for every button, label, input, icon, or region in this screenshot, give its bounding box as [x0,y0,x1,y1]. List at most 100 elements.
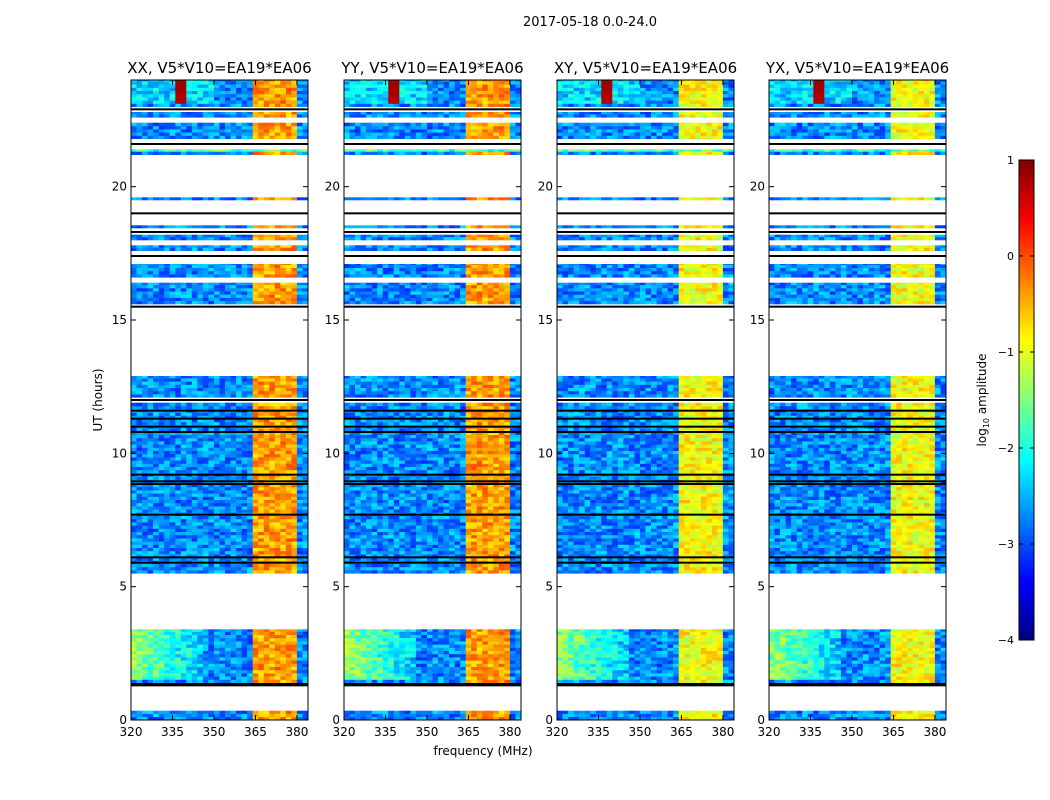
heatmap-cell [153,236,159,241]
heatmap-cell [285,666,292,671]
heatmap-cell [136,710,143,714]
heatmap-cell [252,288,259,292]
heatmap-cell [191,669,198,674]
heatmap-cell [153,673,159,677]
heatmap-cell [175,550,182,555]
heatmap-cell [269,431,276,435]
heatmap-cell [454,566,461,571]
heatmap-cell [355,676,361,680]
heatmap-cell [482,669,489,674]
heatmap-cell [443,653,450,658]
heatmap-cell [263,499,270,504]
heatmap-cell [158,483,165,488]
heatmap-cell [432,538,439,542]
heatmap-cell [274,291,281,295]
heatmap-cell [504,647,511,651]
heatmap-cell [263,149,270,152]
heatmap-cell [421,522,428,526]
heatmap-cell [219,493,226,497]
heatmap-cell [180,264,187,265]
heatmap-cell [142,284,148,289]
heatmap-cell [393,518,400,523]
heatmap-cell [482,644,489,648]
heatmap-cell [147,541,154,545]
heatmap-cell [164,100,170,104]
heatmap-cell [225,538,231,542]
heatmap-cell [438,570,444,574]
heatmap-cell [208,245,215,248]
heatmap-cell [291,291,298,295]
heatmap-cell [180,122,187,127]
heatmap-cell [186,402,193,407]
heatmap-cell [302,384,309,388]
heatmap-cell [164,291,170,295]
heatmap-cell [302,81,309,85]
heatmap-cell [202,528,209,532]
heatmap-cell [302,496,309,500]
heatmap-cell [410,653,417,658]
heatmap-cell [291,647,298,651]
heatmap-cell [291,135,298,139]
heatmap-cell [371,644,378,648]
heatmap-cell [153,490,159,494]
heatmap-cell [493,534,500,539]
heatmap-cell [131,547,137,552]
heatmap-cell [269,84,276,88]
heatmap-cell [443,550,450,555]
heatmap-cell [147,282,154,286]
heatmap-cell [274,431,281,435]
heatmap-cell [175,653,182,658]
heatmap-cell [219,525,226,529]
heatmap-cell [476,716,483,721]
heatmap-cell [465,653,472,658]
heatmap-cell [169,490,176,494]
heatmap-cell [219,641,226,645]
heatmap-cell [454,634,461,639]
heatmap-cell [175,437,182,442]
heatmap-cell [291,270,298,275]
heatmap-cell [302,486,309,491]
heatmap-cell [230,453,237,458]
heatmap-cell [247,390,253,395]
heatmap-cell [382,634,389,639]
heatmap-cell [438,518,444,523]
heatmap-cell [460,666,466,671]
heatmap-cell [180,676,187,680]
heatmap-cell [443,534,450,539]
heatmap-cell [191,490,198,494]
heatmap-cell [202,135,209,139]
heatmap-cell [202,441,209,445]
heatmap-cell [236,650,242,655]
heatmap-cell [175,100,182,104]
heatmap-cell [191,554,198,558]
heatmap-cell [175,450,182,455]
heatmap-cell [225,132,231,136]
heatmap-cell [515,528,522,532]
heatmap-cell [252,284,259,289]
heatmap-cell [214,563,220,568]
heatmap-cell [274,394,281,398]
heatmap-cell [443,641,450,645]
heatmap-cell [291,114,298,118]
heatmap-cell [131,515,137,520]
heatmap-cell [258,557,264,561]
heatmap-cell [186,509,193,513]
heatmap-cell [404,660,411,664]
heatmap-cell [142,641,148,645]
heatmap-cell [197,713,204,718]
heatmap-cell [291,663,298,667]
heatmap-cell [197,441,204,445]
heatmap-cell [236,447,242,451]
heatmap-cell [269,412,276,416]
heatmap-cell [241,418,248,423]
y-tick-label: 20 [112,180,127,194]
heatmap-cell [404,673,411,677]
heatmap-cell [214,457,220,461]
heatmap-cell [476,541,483,545]
heatmap-cell [175,84,182,88]
heatmap-cell [202,496,209,500]
heatmap-cell [355,525,361,529]
heatmap-cell [147,641,154,645]
heatmap-cell [291,490,298,494]
heatmap-cell [471,566,477,571]
